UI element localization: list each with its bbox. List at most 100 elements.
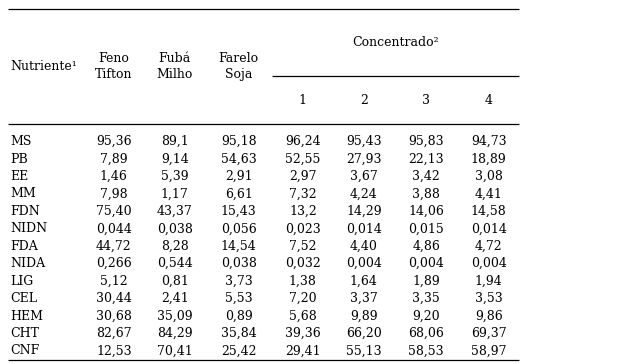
Text: 82,67: 82,67 (96, 327, 131, 340)
Text: CNF: CNF (10, 344, 40, 357)
Text: 25,42: 25,42 (221, 344, 256, 357)
Text: 68,06: 68,06 (408, 327, 444, 340)
Text: 0,038: 0,038 (157, 222, 192, 235)
Text: 96,24: 96,24 (285, 135, 320, 148)
Text: 52,55: 52,55 (285, 153, 320, 166)
Text: 84,29: 84,29 (157, 327, 192, 340)
Text: 14,54: 14,54 (221, 240, 256, 253)
Text: 3,67: 3,67 (350, 170, 378, 183)
Text: 8,28: 8,28 (161, 240, 188, 253)
Text: 1,94: 1,94 (475, 274, 503, 288)
Text: 44,72: 44,72 (96, 240, 131, 253)
Text: 4,40: 4,40 (350, 240, 378, 253)
Text: CEL: CEL (10, 292, 37, 305)
Text: 2: 2 (360, 94, 368, 107)
Text: 0,038: 0,038 (221, 257, 256, 270)
Text: 1: 1 (299, 94, 307, 107)
Text: 4,41: 4,41 (475, 187, 503, 201)
Text: 0,014: 0,014 (471, 222, 506, 235)
Text: 1,38: 1,38 (289, 274, 317, 288)
Text: 2,97: 2,97 (289, 170, 317, 183)
Text: 0,004: 0,004 (408, 257, 444, 270)
Text: Fubá
Milho: Fubá Milho (156, 52, 193, 81)
Text: Farelo
Soja: Farelo Soja (219, 52, 259, 81)
Text: 89,1: 89,1 (161, 135, 188, 148)
Text: Concentrado²: Concentrado² (353, 36, 439, 49)
Text: 4,86: 4,86 (412, 240, 440, 253)
Text: 39,36: 39,36 (285, 327, 320, 340)
Text: 0,015: 0,015 (408, 222, 444, 235)
Text: 3,53: 3,53 (475, 292, 503, 305)
Text: FDA: FDA (10, 240, 38, 253)
Text: 9,20: 9,20 (412, 309, 440, 323)
Text: 0,004: 0,004 (471, 257, 506, 270)
Text: 4,24: 4,24 (350, 187, 378, 201)
Text: 18,89: 18,89 (471, 153, 506, 166)
Text: MS: MS (10, 135, 31, 148)
Text: 3,35: 3,35 (412, 292, 440, 305)
Text: 9,86: 9,86 (475, 309, 503, 323)
Text: 66,20: 66,20 (346, 327, 381, 340)
Text: 9,14: 9,14 (161, 153, 188, 166)
Text: 5,53: 5,53 (225, 292, 253, 305)
Text: 3,88: 3,88 (412, 187, 440, 201)
Text: NIDA: NIDA (10, 257, 46, 270)
Text: 75,40: 75,40 (96, 205, 131, 218)
Text: 0,266: 0,266 (96, 257, 131, 270)
Text: 7,20: 7,20 (289, 292, 317, 305)
Text: 3,37: 3,37 (350, 292, 378, 305)
Text: 35,09: 35,09 (157, 309, 192, 323)
Text: EE: EE (10, 170, 28, 183)
Text: 1,89: 1,89 (412, 274, 440, 288)
Text: 95,36: 95,36 (96, 135, 131, 148)
Text: 6,61: 6,61 (225, 187, 253, 201)
Text: 12,53: 12,53 (96, 344, 131, 357)
Text: 70,41: 70,41 (157, 344, 192, 357)
Text: 0,014: 0,014 (346, 222, 381, 235)
Text: 7,98: 7,98 (100, 187, 128, 201)
Text: 69,37: 69,37 (471, 327, 506, 340)
Text: 95,43: 95,43 (346, 135, 381, 148)
Text: 95,83: 95,83 (408, 135, 444, 148)
Text: 2,41: 2,41 (161, 292, 188, 305)
Text: 58,97: 58,97 (471, 344, 506, 357)
Text: PB: PB (10, 153, 28, 166)
Text: Nutriente¹: Nutriente¹ (10, 60, 77, 73)
Text: FDN: FDN (10, 205, 40, 218)
Text: 94,73: 94,73 (471, 135, 506, 148)
Text: 4: 4 (485, 94, 493, 107)
Text: 0,023: 0,023 (285, 222, 320, 235)
Text: 54,63: 54,63 (221, 153, 256, 166)
Text: 0,044: 0,044 (96, 222, 131, 235)
Text: 22,13: 22,13 (408, 153, 444, 166)
Text: 7,52: 7,52 (289, 240, 317, 253)
Text: 7,89: 7,89 (100, 153, 128, 166)
Text: 29,41: 29,41 (285, 344, 320, 357)
Text: CHT: CHT (10, 327, 39, 340)
Text: 0,81: 0,81 (161, 274, 188, 288)
Text: 15,43: 15,43 (221, 205, 256, 218)
Text: 30,68: 30,68 (96, 309, 131, 323)
Text: 2,91: 2,91 (225, 170, 253, 183)
Text: 1,64: 1,64 (350, 274, 378, 288)
Text: 3,08: 3,08 (475, 170, 503, 183)
Text: 14,29: 14,29 (346, 205, 381, 218)
Text: 0,032: 0,032 (285, 257, 320, 270)
Text: MM: MM (10, 187, 36, 201)
Text: HEM: HEM (10, 309, 43, 323)
Text: 1,17: 1,17 (161, 187, 188, 201)
Text: 5,68: 5,68 (289, 309, 317, 323)
Text: 5,12: 5,12 (100, 274, 128, 288)
Text: 13,2: 13,2 (289, 205, 317, 218)
Text: 0,544: 0,544 (157, 257, 192, 270)
Text: 55,13: 55,13 (346, 344, 381, 357)
Text: 3,42: 3,42 (412, 170, 440, 183)
Text: 7,32: 7,32 (289, 187, 317, 201)
Text: 5,39: 5,39 (161, 170, 188, 183)
Text: 14,58: 14,58 (471, 205, 506, 218)
Text: 30,44: 30,44 (96, 292, 131, 305)
Text: 1,46: 1,46 (100, 170, 128, 183)
Text: NIDN: NIDN (10, 222, 47, 235)
Text: 4,72: 4,72 (475, 240, 503, 253)
Text: LIG: LIG (10, 274, 33, 288)
